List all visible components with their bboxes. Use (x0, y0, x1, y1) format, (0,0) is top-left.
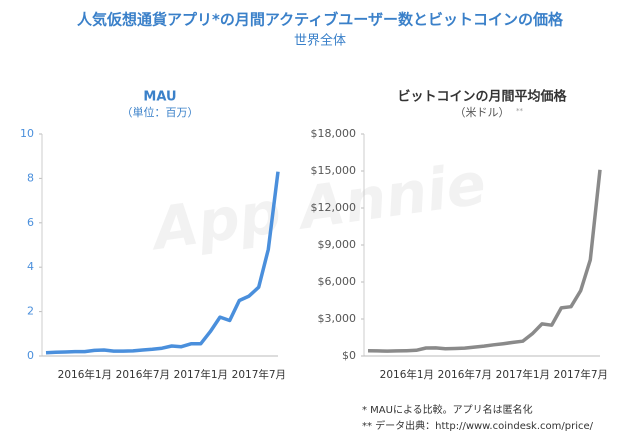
x-tick-label: 2017年7月 (232, 368, 286, 381)
y-tick-label: $6,000 (318, 275, 357, 288)
subchart-subtitle: （米ドル） (455, 106, 510, 119)
data-line (45, 171, 280, 355)
y-tick-label: 2 (27, 305, 34, 318)
subchart-subtitle: （単位：百万） (122, 105, 199, 119)
y-tick-label: 0 (27, 349, 34, 362)
y-tick-label: $9,000 (318, 238, 357, 251)
x-tick-label: 2017年1月 (174, 368, 228, 381)
subchart-title: ビットコインの月間平均価格 (397, 89, 567, 105)
y-tick-label: $0 (342, 349, 356, 362)
chart-title: 人気仮想通貨アプリ*の月間アクティブユーザー数とビットコインの価格 (77, 11, 564, 29)
x-tick-label: 2016年7月 (116, 368, 170, 381)
y-tick-label: $12,000 (311, 201, 357, 214)
x-tick-label: 2017年1月 (496, 368, 550, 381)
y-tick-label: 4 (27, 260, 34, 273)
x-tick-label: 2016年7月 (438, 368, 492, 381)
y-tick-label: $18,000 (311, 127, 357, 140)
x-tick-label: 2016年1月 (58, 368, 112, 381)
y-tick-label: $3,000 (318, 312, 357, 325)
y-tick-label: 10 (20, 127, 34, 140)
subchart-title: MAU (143, 90, 176, 105)
footnote: * MAUによる比較。アプリ名は匿名化 (362, 403, 533, 416)
y-tick-label: 8 (27, 171, 34, 184)
subtitle-mark: ** (516, 107, 524, 115)
footnote: ** データ出典：http://www.coindesk.com/price/ (362, 419, 594, 432)
data-line (367, 169, 602, 353)
x-tick-label: 2017年7月 (554, 368, 608, 381)
chart-subtitle: 世界全体 (294, 33, 346, 49)
y-tick-label: 6 (27, 216, 34, 229)
y-tick-label: $15,000 (311, 164, 357, 177)
x-tick-label: 2016年1月 (380, 368, 434, 381)
